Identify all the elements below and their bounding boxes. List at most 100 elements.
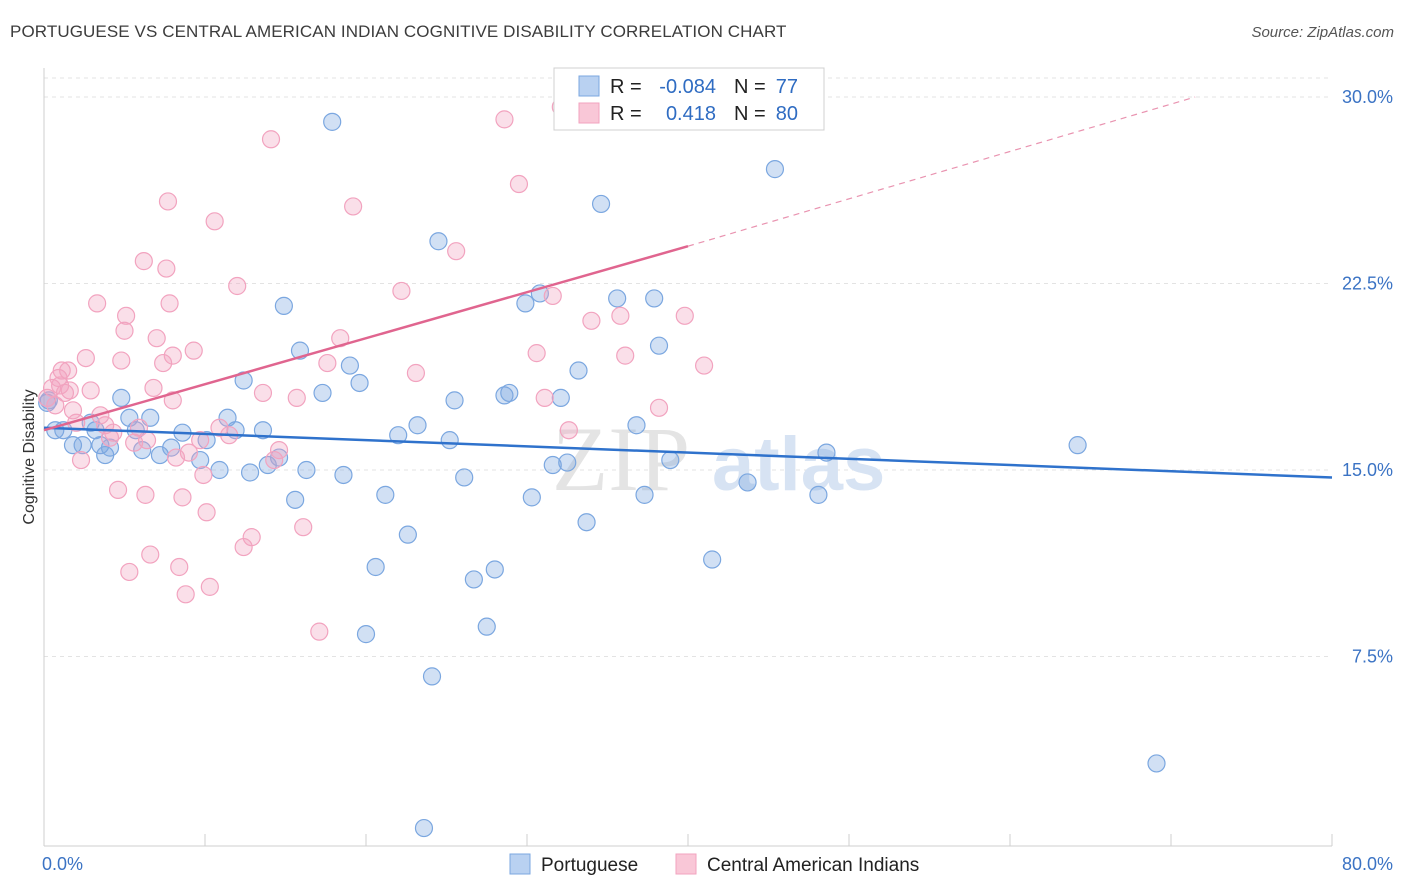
portuguese-point xyxy=(577,513,596,532)
portuguese-point xyxy=(100,438,120,457)
central-american-indians-point xyxy=(134,252,153,271)
y-tick-label: 7.5% xyxy=(1352,647,1393,667)
central-american-indians-point xyxy=(163,391,182,410)
central-american-indians-point xyxy=(294,518,313,537)
central-american-indians-point xyxy=(447,242,466,261)
central-american-indians-point xyxy=(616,346,635,365)
central-american-indians-point xyxy=(527,344,546,363)
central-american-indians-point xyxy=(194,465,213,485)
trend-lines xyxy=(43,96,1333,479)
portuguese-point xyxy=(765,160,785,179)
portuguese-point xyxy=(210,460,229,480)
central-american-indians-point xyxy=(46,396,65,415)
grid-lines xyxy=(44,77,1332,657)
portuguese-point xyxy=(591,194,611,214)
trend-line-extension-central-american-indians xyxy=(687,96,1196,247)
central-american-indians-point xyxy=(112,351,131,370)
series-legend: Portuguese Central American Indians xyxy=(509,853,919,876)
portuguese-point xyxy=(197,431,216,450)
watermark-atlas: atlas xyxy=(712,422,885,507)
central-american-indians-point xyxy=(559,421,578,440)
central-american-indians-point xyxy=(509,174,529,194)
central-american-indians-point xyxy=(157,259,176,278)
central-american-indians-point xyxy=(59,361,78,380)
portuguese-point xyxy=(455,468,474,487)
central-american-indians-point xyxy=(144,378,163,398)
central-american-indians-point xyxy=(60,381,79,400)
stats-n-label-portuguese: N = xyxy=(734,76,766,98)
portuguese-point xyxy=(376,485,395,504)
central-american-indians-point xyxy=(179,443,198,462)
central-american-indians-point xyxy=(344,197,363,216)
portuguese-point xyxy=(422,667,442,686)
legend-label-central-american-indians: Central American Indians xyxy=(707,855,919,876)
central-american-indians-point xyxy=(287,388,306,407)
central-american-indians-point xyxy=(115,321,134,340)
central-american-indians-point xyxy=(120,562,139,582)
portuguese-point xyxy=(485,560,504,579)
central-american-indians-point xyxy=(310,622,329,641)
portuguese-point xyxy=(522,488,541,507)
portuguese-point xyxy=(63,436,83,455)
portuguese-point xyxy=(445,391,464,410)
y-tick-label: 22.5% xyxy=(1342,274,1393,294)
stats-n-value-portuguese: 77 xyxy=(776,76,798,98)
portuguese-point xyxy=(297,460,316,480)
portuguese-point xyxy=(408,416,427,435)
stats-r-value-portuguese: -0.084 xyxy=(659,76,716,98)
central-american-indians-point xyxy=(137,431,157,450)
central-american-indians-point xyxy=(406,363,426,383)
x-tick-label-min: 0.0% xyxy=(42,854,83,874)
portuguese-point xyxy=(240,463,260,482)
portuguese-point xyxy=(350,373,369,393)
portuguese-point xyxy=(340,356,359,375)
watermark: ZIP atlas xyxy=(552,408,885,510)
portuguese-point xyxy=(440,431,459,450)
portuguese-point xyxy=(112,388,131,407)
portuguese-point xyxy=(627,416,646,435)
central-american-indians-point xyxy=(269,441,289,460)
y-tick-label: 15.0% xyxy=(1342,460,1393,480)
stats-swatch-central-american-indians xyxy=(578,102,600,124)
central-american-indians-point xyxy=(50,376,70,395)
series-central-american-indians-points xyxy=(38,97,714,641)
portuguese-point xyxy=(477,617,496,636)
central-american-indians-point xyxy=(104,423,123,442)
central-american-indians-point xyxy=(117,306,136,325)
central-american-indians-point xyxy=(265,450,284,470)
portuguese-point xyxy=(253,421,273,440)
legend-swatch-central-american-indians xyxy=(675,853,697,875)
central-american-indians-point xyxy=(210,418,229,437)
portuguese-point xyxy=(464,570,483,589)
central-american-indians-point xyxy=(108,480,128,499)
portuguese-point xyxy=(608,289,627,308)
central-american-indians-point xyxy=(163,346,182,365)
stats-r-label-central-american-indians: R = xyxy=(610,103,642,125)
portuguese-point xyxy=(429,232,448,251)
central-american-indians-point xyxy=(261,130,281,149)
central-american-indians-point xyxy=(71,450,91,470)
central-american-indians-point xyxy=(200,577,219,596)
portuguese-point xyxy=(389,426,408,445)
central-american-indians-point xyxy=(649,398,669,417)
central-american-indians-point xyxy=(535,388,554,407)
portuguese-point xyxy=(649,336,669,355)
central-american-indians-point xyxy=(318,353,337,373)
portuguese-point xyxy=(162,438,181,457)
stats-swatch-portuguese xyxy=(578,75,600,97)
central-american-indians-point xyxy=(158,192,178,211)
chart-title: PORTUGUESE VS CENTRAL AMERICAN INDIAN CO… xyxy=(10,22,787,41)
portuguese-point xyxy=(73,436,92,455)
portuguese-point xyxy=(414,818,434,838)
portuguese-point xyxy=(703,550,722,569)
central-american-indians-point xyxy=(154,353,173,373)
stats-r-value-central-american-indians: 0.418 xyxy=(666,103,716,125)
central-american-indians-point xyxy=(147,329,166,348)
portuguese-point xyxy=(661,450,680,470)
y-tick-labels: 7.5% 15.0% 22.5% 30.0% xyxy=(1342,87,1393,667)
central-american-indians-point xyxy=(694,356,714,375)
portuguese-point xyxy=(334,465,353,485)
trend-line-portuguese xyxy=(43,426,1333,479)
central-american-indians-point xyxy=(141,545,160,564)
portuguese-point xyxy=(286,490,305,509)
